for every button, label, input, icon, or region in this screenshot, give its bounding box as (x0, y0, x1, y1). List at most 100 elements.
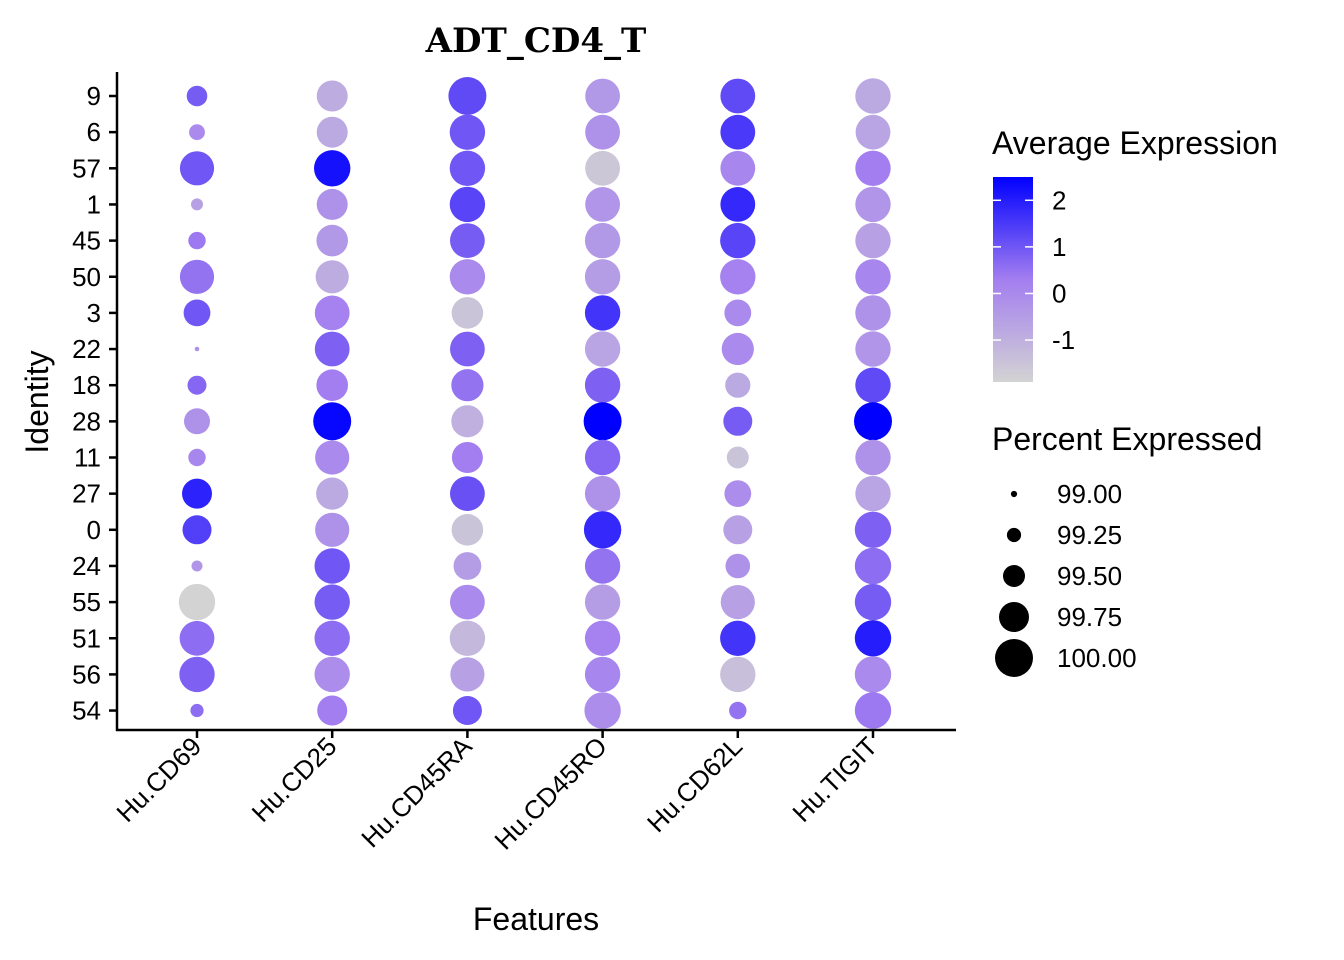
dot-Hu.CD62L-24 (725, 553, 751, 579)
y-tick-label: 57 (72, 153, 101, 183)
dot-Hu.CD62L-18 (725, 372, 751, 398)
y-axis-title: Identity (19, 350, 55, 453)
dot-Hu.TIGIT-6 (855, 114, 891, 150)
y-tick-label: 1 (87, 189, 101, 219)
dot-Hu.CD69-18 (187, 375, 207, 395)
dot-Hu.CD45RA-0 (451, 514, 484, 546)
y-tick-label: 6 (87, 117, 101, 147)
dot-Hu.CD25-1 (316, 188, 348, 220)
y-axis-ticks: 9 6 57 1 45 50 3 22 18 28 11 27 0 24 55 51 56 54 (72, 81, 117, 726)
dot-Hu.CD25-24 (314, 548, 350, 584)
color-legend-title: Average Expression (992, 125, 1278, 161)
dot-Hu.TIGIT-9 (855, 78, 891, 114)
dot-Hu.CD62L-55 (720, 585, 755, 620)
chart-title: ADT_CD4_T (425, 21, 647, 61)
size-legend-label: 99.25 (1057, 520, 1122, 550)
dot-Hu.TIGIT-3 (855, 295, 891, 331)
dot-Hu.CD45RA-51 (449, 620, 486, 656)
dot-Hu.CD62L-28 (723, 406, 753, 436)
y-tick-label: 27 (72, 479, 101, 509)
y-tick-label: 0 (87, 515, 101, 545)
dot-Hu.CD45RO-28 (583, 402, 622, 441)
dot-Hu.TIGIT-18 (855, 367, 891, 403)
dots-layer (178, 77, 892, 729)
dot-Hu.CD45RO-1 (585, 187, 620, 222)
dot-Hu.CD69-1 (191, 198, 203, 211)
dot-Hu.CD69-0 (182, 515, 212, 545)
dot-Hu.CD69-56 (179, 656, 215, 693)
size-legend-dot (1003, 565, 1025, 587)
dot-Hu.CD25-18 (316, 369, 349, 402)
dot-Hu.CD69-24 (191, 560, 203, 572)
dot-Hu.CD25-57 (314, 150, 351, 187)
dot-Hu.CD62L-45 (720, 222, 756, 259)
dot-Hu.CD45RA-18 (451, 369, 484, 402)
dot-Hu.CD25-9 (316, 80, 348, 112)
dot-Hu.CD62L-0 (723, 515, 753, 545)
y-tick-label: 22 (72, 334, 101, 364)
dot-Hu.TIGIT-11 (855, 439, 891, 476)
colorbar-tick-label: 2 (1052, 185, 1066, 215)
colorbar (993, 177, 1033, 382)
dot-Hu.CD62L-27 (724, 480, 752, 507)
dot-Hu.CD45RO-51 (584, 620, 621, 656)
colorbar-ticks: 2 1 0 -1 (993, 185, 1075, 355)
dot-Hu.CD62L-11 (726, 446, 749, 469)
dot-Hu.CD45RA-54 (452, 696, 482, 725)
size-legend-dot (1006, 527, 1022, 543)
dot-Hu.CD69-45 (188, 231, 206, 250)
size-legend-label: 99.00 (1057, 479, 1122, 509)
y-tick-label: 18 (72, 370, 101, 400)
dot-Hu.CD69-28 (184, 408, 210, 435)
dot-Hu.CD62L-9 (720, 78, 756, 114)
dot-Hu.CD25-54 (317, 695, 348, 726)
size-legend-dot (995, 639, 1033, 677)
dot-Hu.CD45RO-0 (583, 511, 622, 549)
dot-Hu.CD45RO-24 (584, 548, 621, 584)
dot-Hu.CD25-0 (315, 512, 350, 547)
dot-Hu.CD45RO-3 (584, 295, 621, 331)
dot-Hu.CD69-57 (179, 151, 215, 186)
y-tick-label: 9 (87, 81, 101, 111)
size-legend-title: Percent Expressed (992, 421, 1262, 457)
size-legend-dot (1010, 490, 1018, 498)
dot-Hu.TIGIT-55 (854, 583, 892, 621)
dot-Hu.CD25-28 (313, 402, 352, 441)
dot-Hu.CD45RA-22 (450, 331, 485, 367)
dot-Hu.TIGIT-1 (855, 186, 891, 223)
x-tick-label: Hu.CD45RA (355, 731, 478, 854)
dot-Hu.CD25-22 (314, 331, 350, 367)
dot-Hu.CD45RA-1 (449, 186, 486, 223)
dot-Hu.CD45RA-50 (449, 259, 486, 295)
dot-Hu.CD45RO-57 (585, 150, 620, 186)
colorbar-tick-label: 0 (1052, 278, 1066, 308)
dot-Hu.CD62L-51 (720, 620, 756, 656)
dot-Hu.CD45RA-11 (451, 442, 483, 473)
dot-Hu.TIGIT-28 (854, 402, 892, 441)
dot-Hu.CD62L-22 (721, 332, 754, 366)
dot-Hu.CD45RA-28 (451, 405, 484, 438)
dot-Hu.CD45RA-3 (451, 297, 484, 329)
colorbar-tick-label: -1 (1052, 325, 1075, 355)
dot-Hu.CD62L-57 (720, 150, 756, 186)
dot-Hu.CD69-51 (179, 620, 215, 656)
dot-Hu.CD62L-3 (724, 299, 752, 327)
dot-Hu.TIGIT-56 (854, 656, 892, 693)
dot-Hu.CD25-55 (314, 584, 350, 620)
dot-Hu.CD69-50 (179, 259, 215, 294)
dot-Hu.CD45RO-22 (584, 331, 621, 367)
dot-Hu.CD62L-50 (720, 259, 756, 295)
dot-Hu.CD45RA-45 (450, 223, 485, 258)
size-legend-label: 99.75 (1057, 602, 1122, 632)
dot-Hu.CD45RO-56 (584, 656, 621, 693)
dot-Hu.CD69-27 (182, 478, 212, 509)
colorbar-tick-label: 1 (1052, 232, 1066, 262)
x-tick-label: Hu.CD45RO (488, 731, 612, 855)
dot-Hu.CD62L-54 (729, 701, 747, 720)
x-tick-label: Hu.CD25 (246, 731, 343, 828)
dot-Hu.CD45RA-55 (450, 584, 485, 620)
dot-Hu.CD45RA-24 (453, 552, 482, 580)
dot-Hu.CD62L-6 (720, 114, 756, 150)
dot-Hu.TIGIT-54 (854, 692, 892, 729)
